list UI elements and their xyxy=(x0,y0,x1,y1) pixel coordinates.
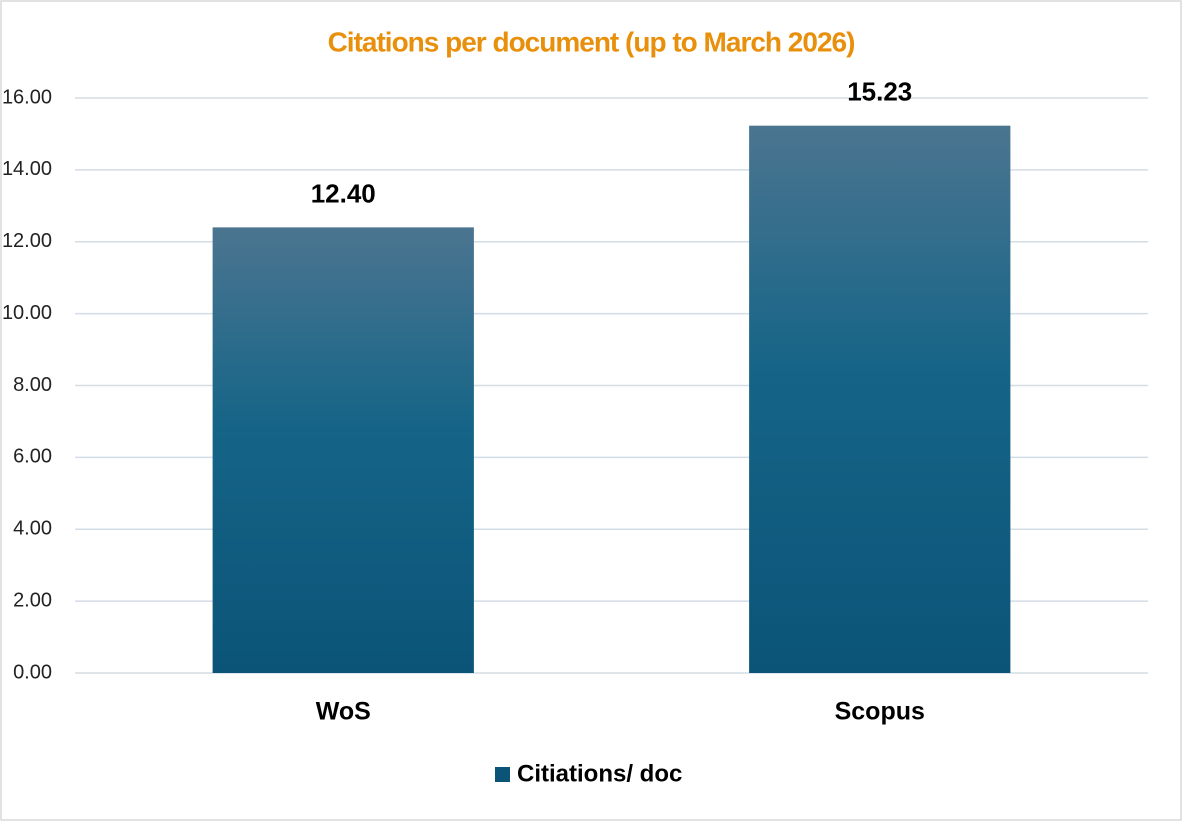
y-tick-label: 10.00 xyxy=(2,302,52,324)
x-tick-label: Scopus xyxy=(835,698,925,726)
y-tick-label: 4.00 xyxy=(13,518,52,540)
y-tick-label: 12.00 xyxy=(2,230,52,252)
value-label: 12.40 xyxy=(311,178,376,208)
y-tick-label: 2.00 xyxy=(13,589,52,611)
y-tick-label: 8.00 xyxy=(13,374,52,396)
bar xyxy=(212,227,474,673)
y-tick-label: 14.00 xyxy=(2,158,52,180)
legend-label: Citiations/ doc xyxy=(517,760,682,787)
legend-swatch xyxy=(495,767,510,782)
y-tick-label: 6.00 xyxy=(13,446,52,468)
y-tick-label: 0.00 xyxy=(13,661,52,683)
chart-title: Citations per document (up to March 2026… xyxy=(328,26,855,57)
value-label: 15.23 xyxy=(847,77,912,107)
bar xyxy=(749,125,1011,673)
x-tick-label: WoS xyxy=(316,698,371,726)
y-tick-label: 16.00 xyxy=(2,86,52,108)
